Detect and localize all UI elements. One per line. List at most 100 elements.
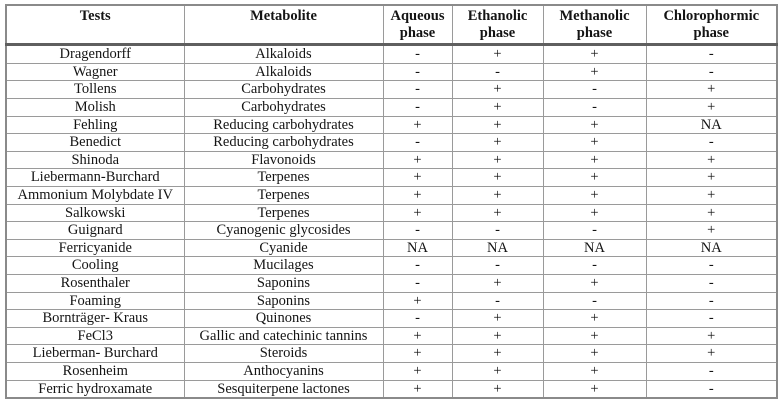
result-cell-aqueous: - bbox=[382, 221, 453, 240]
test-cell: Rosenheim bbox=[5, 361, 185, 381]
result-cell-ethanolic: + bbox=[451, 44, 544, 64]
metabolite-cell: Sesquiterpene lactones bbox=[183, 379, 384, 399]
result-cell-ethanolic: + bbox=[451, 326, 544, 346]
test-cell: Ferric hydroxamate bbox=[5, 379, 185, 399]
test-cell: Benedict bbox=[5, 133, 185, 152]
result-cell-ethanolic: NA bbox=[451, 238, 544, 258]
result-cell-ethanolic: + bbox=[451, 98, 544, 117]
result-cell-aqueous: - bbox=[382, 80, 453, 99]
result-cell-chlorophormic: NA bbox=[645, 238, 778, 258]
table-row: Dragendorff Alkaloids - + + - bbox=[5, 44, 778, 64]
test-cell: Ammonium Molybdate IV bbox=[5, 185, 185, 205]
result-cell-methanolic: + bbox=[542, 115, 647, 135]
result-cell-chlorophormic: - bbox=[645, 309, 778, 328]
result-cell-methanolic: + bbox=[542, 273, 647, 293]
metabolite-cell: Cyanide bbox=[183, 238, 384, 258]
result-cell-aqueous: + bbox=[382, 344, 453, 363]
metabolite-cell: Reducing carbohydrates bbox=[183, 115, 384, 135]
metabolite-cell: Terpenes bbox=[183, 168, 384, 187]
result-cell-aqueous: + bbox=[382, 168, 453, 187]
metabolite-cell: Terpenes bbox=[183, 185, 384, 205]
result-cell-ethanolic: + bbox=[451, 133, 544, 152]
metabolite-cell: Reducing carbohydrates bbox=[183, 133, 384, 152]
column-header-metabolite: Metabolite bbox=[183, 4, 384, 47]
result-cell-chlorophormic: + bbox=[645, 326, 778, 346]
result-cell-ethanolic: - bbox=[451, 62, 544, 82]
metabolite-cell: Flavonoids bbox=[183, 150, 384, 170]
result-cell-chlorophormic: - bbox=[645, 44, 778, 64]
metabolite-cell: Mucilages bbox=[183, 256, 384, 275]
test-cell: Molish bbox=[5, 98, 185, 117]
result-cell-chlorophormic: + bbox=[645, 185, 778, 205]
result-cell-chlorophormic: + bbox=[645, 168, 778, 187]
test-cell: FeCl3 bbox=[5, 326, 185, 346]
column-header-tests: Tests bbox=[5, 4, 185, 47]
metabolite-cell: Cyanogenic glycosides bbox=[183, 221, 384, 240]
result-cell-ethanolic: + bbox=[451, 361, 544, 381]
result-cell-ethanolic: + bbox=[451, 309, 544, 328]
result-cell-methanolic: + bbox=[542, 309, 647, 328]
test-cell: Liebermann-Burchard bbox=[5, 168, 185, 187]
result-cell-ethanolic: + bbox=[451, 115, 544, 135]
table-row: Wagner Alkaloids - - + - bbox=[5, 62, 778, 82]
table-row: Molish Carbohydrates - + - + bbox=[5, 98, 778, 117]
result-cell-methanolic: + bbox=[542, 133, 647, 152]
result-cell-chlorophormic: + bbox=[645, 344, 778, 363]
test-cell: Rosenthaler bbox=[5, 273, 185, 293]
result-cell-methanolic: + bbox=[542, 62, 647, 82]
result-cell-aqueous: + bbox=[382, 203, 453, 223]
result-cell-methanolic: - bbox=[542, 80, 647, 99]
result-cell-methanolic: - bbox=[542, 256, 647, 275]
result-cell-aqueous: NA bbox=[382, 238, 453, 258]
table-row: Benedict Reducing carbohydrates - + + - bbox=[5, 133, 778, 152]
table-row: Bornträger- Kraus Quinones - + + - bbox=[5, 309, 778, 328]
result-cell-chlorophormic: NA bbox=[645, 115, 778, 135]
metabolite-cell: Saponins bbox=[183, 273, 384, 293]
result-cell-aqueous: - bbox=[382, 309, 453, 328]
table-row: Cooling Mucilages - - - - bbox=[5, 256, 778, 275]
result-cell-aqueous: + bbox=[382, 115, 453, 135]
result-cell-ethanolic: + bbox=[451, 185, 544, 205]
result-cell-aqueous: - bbox=[382, 133, 453, 152]
table-body: Dragendorff Alkaloids - + + - Wagner Alkaloids -… bbox=[5, 44, 778, 399]
test-cell: Tollens bbox=[5, 80, 185, 99]
result-cell-ethanolic: + bbox=[451, 344, 544, 363]
metabolite-cell: Steroids bbox=[183, 344, 384, 363]
metabolite-cell: Quinones bbox=[183, 309, 384, 328]
result-cell-chlorophormic: - bbox=[645, 62, 778, 82]
column-header-ethanolic-phase: Ethanolic phase bbox=[451, 4, 544, 47]
table-row: Rosenthaler Saponins - + + - bbox=[5, 273, 778, 293]
result-cell-chlorophormic: - bbox=[645, 379, 778, 399]
result-cell-aqueous: + bbox=[382, 185, 453, 205]
metabolite-cell: Gallic and catechinic tannins bbox=[183, 326, 384, 346]
metabolite-cell: Saponins bbox=[183, 291, 384, 311]
result-cell-ethanolic: - bbox=[451, 221, 544, 240]
result-cell-aqueous: + bbox=[382, 291, 453, 311]
result-cell-ethanolic: - bbox=[451, 256, 544, 275]
column-header-chlorophormic-phase: Chlorophormic phase bbox=[645, 4, 778, 47]
test-cell: Foaming bbox=[5, 291, 185, 311]
metabolite-cell: Terpenes bbox=[183, 203, 384, 223]
result-cell-methanolic: - bbox=[542, 221, 647, 240]
test-cell: Shinoda bbox=[5, 150, 185, 170]
result-cell-aqueous: - bbox=[382, 98, 453, 117]
result-cell-chlorophormic: + bbox=[645, 150, 778, 170]
test-cell: Dragendorff bbox=[5, 44, 185, 64]
metabolite-cell: Carbohydrates bbox=[183, 98, 384, 117]
table-row: Tollens Carbohydrates - + - + bbox=[5, 80, 778, 99]
result-cell-methanolic: + bbox=[542, 44, 647, 64]
test-cell: Guignard bbox=[5, 221, 185, 240]
test-cell: Bornträger- Kraus bbox=[5, 309, 185, 328]
result-cell-methanolic: + bbox=[542, 203, 647, 223]
result-cell-methanolic: + bbox=[542, 185, 647, 205]
result-cell-methanolic: - bbox=[542, 291, 647, 311]
result-cell-methanolic: + bbox=[542, 150, 647, 170]
result-cell-ethanolic: + bbox=[451, 150, 544, 170]
result-cell-ethanolic: + bbox=[451, 168, 544, 187]
table-row: Lieberman- Burchard Steroids + + + + bbox=[5, 344, 778, 363]
test-cell: Fehling bbox=[5, 115, 185, 135]
result-cell-aqueous: + bbox=[382, 326, 453, 346]
result-cell-chlorophormic: + bbox=[645, 80, 778, 99]
table-row: Liebermann-Burchard Terpenes + + + + bbox=[5, 168, 778, 187]
table-row: Ferric hydroxamate Sesquiterpene lactones… bbox=[5, 379, 778, 399]
